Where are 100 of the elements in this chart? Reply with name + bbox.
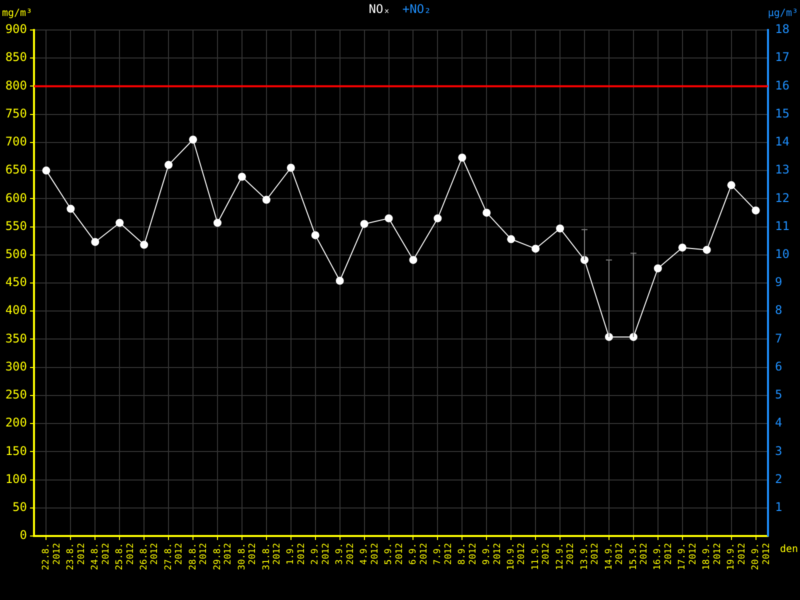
point [580, 256, 588, 264]
point [42, 166, 50, 175]
y-tick-label: 450 [5, 275, 27, 290]
point [654, 264, 662, 272]
y-tick-label: 700 [5, 134, 27, 149]
point [238, 172, 246, 181]
x-tick-label: 22.8. 2012 [42, 543, 62, 570]
y2-tick-label: 15 [775, 106, 790, 120]
x-tick-label: 6.9. 2012 [408, 543, 430, 565]
point [286, 164, 295, 172]
x-tick-label: 24.8. 2012 [90, 543, 112, 570]
point [336, 276, 344, 285]
point [409, 256, 418, 264]
y-tick-label: 350 [5, 331, 27, 346]
point [262, 196, 270, 204]
y-tick-label: 800 [5, 78, 27, 92]
point [140, 240, 148, 249]
y2-tick-label: 18 [775, 22, 790, 36]
point [189, 136, 198, 144]
y-tick-label: 250 [5, 388, 27, 402]
y2-tick-label: 9 [775, 275, 782, 290]
y2-tick-label: 14 [775, 134, 790, 149]
x-tick-label: 2.9. 2012 [310, 543, 332, 565]
point [556, 224, 564, 232]
x-tick-label: 27.8. 2012 [164, 543, 185, 570]
point [702, 246, 711, 254]
y-tick-label: 500 [5, 247, 27, 262]
y-tick-label: 900 [5, 22, 27, 36]
x-tick-label: 15.9. 2012 [628, 543, 650, 570]
x-tick-label: 16.9. 2012 [653, 543, 674, 570]
point [311, 231, 320, 240]
text: NOₓ [368, 2, 390, 16]
point [458, 154, 466, 162]
x-tick-label: 12.9. 2012 [555, 543, 576, 570]
point [116, 218, 124, 227]
point [482, 208, 491, 217]
y-tick-label: 750 [5, 106, 27, 120]
point [66, 204, 75, 213]
y2-tick-label: 5 [775, 388, 782, 402]
x-tick-label: 29.8. 2012 [212, 543, 234, 570]
x-tick-label: 25.8. 2012 [114, 543, 136, 570]
x-tick-label: 13.9. 2012 [580, 543, 601, 570]
x-tick-label: 18.9. 2012 [702, 543, 723, 570]
x-tick-label: 19.9. 2012 [726, 543, 748, 570]
y2-tick-label: 8 [775, 303, 782, 318]
y-tick-label: 550 [5, 218, 27, 233]
x-tick-label: 14.9. 2012 [604, 543, 626, 570]
y-tick-label: 600 [5, 190, 27, 205]
y2-tick-label: 2 [775, 472, 782, 486]
y2-tick-label: 7 [775, 331, 782, 346]
y2-tick-label: 13 [775, 162, 790, 177]
legend-label: +NO₂ [402, 2, 432, 16]
point [434, 214, 442, 222]
y2-tick-label: 12 [775, 190, 790, 205]
y2-tick-label: 4 [775, 416, 782, 430]
x-tick-label: 8.9. 2012 [458, 543, 478, 565]
x-axis-title: den [780, 544, 798, 555]
point [360, 220, 368, 228]
y-tick-label: 100 [5, 472, 27, 486]
y2-tick-label: 17 [775, 50, 790, 64]
x-tick-label: 23.8. 2012 [66, 543, 87, 570]
x-tick-label: 20.9. 2012 [751, 543, 772, 570]
x-tick-label: 17.9. 2012 [678, 543, 699, 570]
point [91, 238, 100, 246]
y-tick-label: 650 [5, 162, 27, 177]
point [164, 160, 173, 169]
y2-tick-label: 10 [775, 247, 790, 262]
x-tick-label: 1.9. 2012 [286, 543, 308, 565]
x-tick-label: 31.8. 2012 [262, 543, 283, 570]
point [678, 244, 686, 252]
y-tick-label: 400 [5, 303, 27, 318]
x-tick-label: 26.8. 2012 [139, 543, 160, 570]
y-axis-title: mg/m³ [2, 8, 32, 19]
x-tick-label: 11.9. 2012 [530, 543, 552, 570]
y-tick-label: 50 [12, 500, 27, 514]
x-tick-label: 3.9. 2012 [335, 543, 356, 565]
y2-tick-label: 1 [775, 500, 782, 514]
point [629, 332, 638, 341]
y2-tick-label: 11 [775, 218, 790, 233]
y2-tick-label: 3 [775, 444, 782, 458]
point [384, 214, 393, 222]
point [752, 206, 760, 214]
y-tick-label: 200 [5, 416, 27, 430]
x-tick-label: 9.9. 2012 [482, 543, 503, 565]
point [507, 235, 516, 244]
y-tick-label: 850 [5, 50, 27, 64]
y-tick-label: 150 [5, 444, 27, 458]
point [604, 332, 613, 341]
point [214, 218, 222, 227]
x-tick-label: 10.9. 2012 [506, 543, 528, 570]
y2-tick-label: 6 [775, 359, 782, 374]
point [727, 181, 736, 190]
y-tick-label: 300 [5, 359, 27, 374]
x-tick-label: 28.8. 2012 [188, 543, 210, 570]
point [532, 244, 540, 253]
y-tick-label: 0 [20, 528, 27, 542]
y2-axis-title: µg/m³ [768, 8, 798, 19]
y2-tick-label: 16 [775, 78, 790, 92]
x-tick-label: 30.8. 2012 [237, 543, 258, 570]
x-tick-label: 4.9. 2012 [360, 543, 380, 565]
